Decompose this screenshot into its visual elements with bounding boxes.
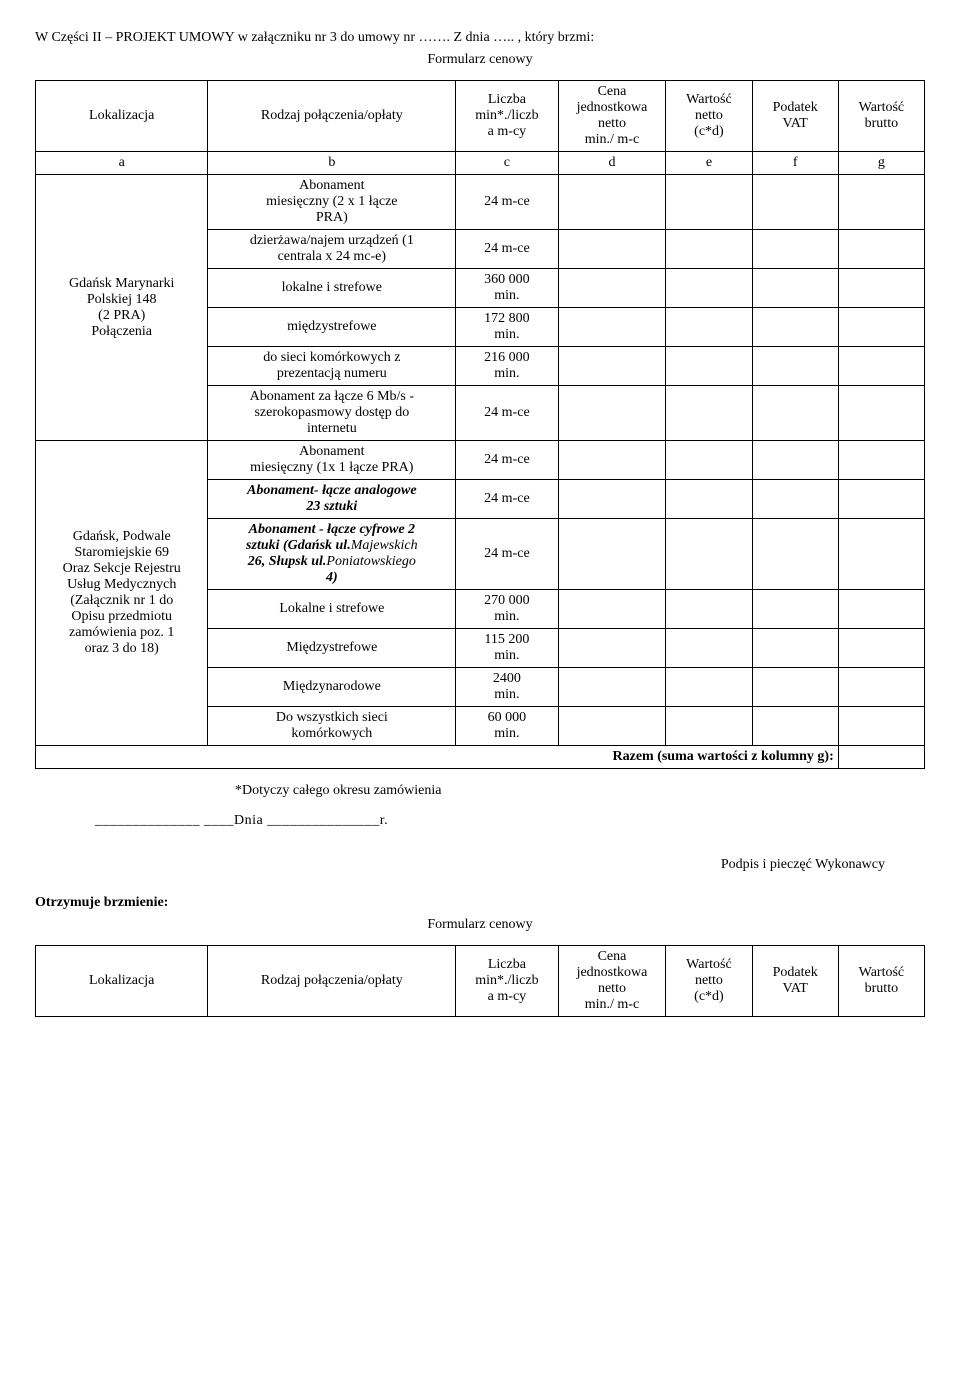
col-e: e: [666, 152, 752, 175]
rod-cell: lokalne i strefowe: [208, 269, 456, 308]
num-cell: 360 000min.: [456, 269, 558, 308]
rod-cell: Międzynarodowe: [208, 668, 456, 707]
rod-cell: Abonamentmiesięczny (1x 1 łącze PRA): [208, 441, 456, 480]
hdr-wartosc-brutto: Wartośćbrutto: [838, 946, 924, 1017]
empty-cell: [558, 175, 666, 230]
hdr-cena: Cenajednostkowanettomin./ m-c: [558, 946, 666, 1017]
num-cell: 172 800min.: [456, 308, 558, 347]
num-cell: 270 000min.: [456, 590, 558, 629]
hdr-wartosc-netto: Wartośćnetto(c*d): [666, 81, 752, 152]
top-text: W Części II – PROJEKT UMOWY w załączniku…: [35, 30, 925, 46]
table-row: Gdańsk MarynarkiPolskiej 148(2 PRA)Połąc…: [36, 175, 925, 230]
rod-cell: dzierżawa/najem urządzeń (1centrala x 24…: [208, 230, 456, 269]
col-d: d: [558, 152, 666, 175]
num-cell: 24 m-ce: [456, 441, 558, 480]
hdr-rodzaj: Rodzaj połączenia/opłaty: [208, 81, 456, 152]
table-row: Gdańsk, PodwaleStaromiejskie 69Oraz Sekc…: [36, 441, 925, 480]
rod-cell: Abonament za łącze 6 Mb/s -szerokopasmow…: [208, 386, 456, 441]
dnia-line: ______________ ____Dnia _______________r…: [95, 813, 925, 829]
num-cell: 2400min.: [456, 668, 558, 707]
rod-cell: Do wszystkich siecikomórkowych: [208, 707, 456, 746]
hdr-wartosc-netto: Wartośćnetto(c*d): [666, 946, 752, 1017]
hdr-podatek: PodatekVAT: [752, 946, 838, 1017]
rod-cell: Abonamentmiesięczny (2 x 1 łączePRA): [208, 175, 456, 230]
hdr-podatek: PodatekVAT: [752, 81, 838, 152]
rod-cell: Abonament - łącze cyfrowe 2sztuki (Gdańs…: [208, 519, 456, 590]
signature-label: Podpis i pieczęć Wykonawcy: [35, 857, 925, 873]
second-table: Lokalizacja Rodzaj połączenia/opłaty Lic…: [35, 945, 925, 1017]
razem-value-cell: [838, 746, 924, 769]
hdr-lokalizacja: Lokalizacja: [36, 946, 208, 1017]
rod-cell: Abonament- łącze analogowe23 sztuki: [208, 480, 456, 519]
main-table: Lokalizacja Rodzaj połączenia/opłaty Lic…: [35, 80, 925, 769]
col-c: c: [456, 152, 558, 175]
num-cell: 216 000min.: [456, 347, 558, 386]
col-g: g: [838, 152, 924, 175]
num-cell: 24 m-ce: [456, 230, 558, 269]
header-row-2: Lokalizacja Rodzaj połączenia/opłaty Lic…: [36, 946, 925, 1017]
otrzymuje-heading: Otrzymuje brzmienie:: [35, 895, 925, 911]
num-cell: 60 000min.: [456, 707, 558, 746]
col-b: b: [208, 152, 456, 175]
hdr-rodzaj: Rodzaj połączenia/opłaty: [208, 946, 456, 1017]
formularz-title-2: Formularz cenowy: [35, 917, 925, 933]
razem-row: Razem (suma wartości z kolumny g):: [36, 746, 925, 769]
col-a: a: [36, 152, 208, 175]
empty-cell: [838, 175, 924, 230]
num-cell: 24 m-ce: [456, 480, 558, 519]
letters-row: a b c d e f g: [36, 152, 925, 175]
num-cell: 115 200min.: [456, 629, 558, 668]
num-cell: 24 m-ce: [456, 386, 558, 441]
rod-cell: Międzystrefowe: [208, 629, 456, 668]
formularz-title: Formularz cenowy: [35, 52, 925, 68]
note-text: *Dotyczy całego okresu zamówienia: [235, 783, 925, 799]
hdr-cena: Cenajednostkowanettomin./ m-c: [558, 81, 666, 152]
loc2-cell: Gdańsk, PodwaleStaromiejskie 69Oraz Sekc…: [36, 441, 208, 746]
rod-cell: międzystrefowe: [208, 308, 456, 347]
num-cell: 24 m-ce: [456, 175, 558, 230]
empty-cell: [752, 175, 838, 230]
col-f: f: [752, 152, 838, 175]
rod-cell: Lokalne i strefowe: [208, 590, 456, 629]
header-row: Lokalizacja Rodzaj połączenia/opłaty Lic…: [36, 81, 925, 152]
num-cell: 24 m-ce: [456, 519, 558, 590]
hdr-lokalizacja: Lokalizacja: [36, 81, 208, 152]
razem-label: Razem (suma wartości z kolumny g):: [36, 746, 839, 769]
hdr-wartosc-brutto: Wartośćbrutto: [838, 81, 924, 152]
rod-cell: do sieci komórkowych zprezentacją numeru: [208, 347, 456, 386]
hdr-liczba: Liczbamin*./liczba m-cy: [456, 81, 558, 152]
loc1-cell: Gdańsk MarynarkiPolskiej 148(2 PRA)Połąc…: [36, 175, 208, 441]
hdr-liczba: Liczbamin*./liczba m-cy: [456, 946, 558, 1017]
empty-cell: [666, 175, 752, 230]
